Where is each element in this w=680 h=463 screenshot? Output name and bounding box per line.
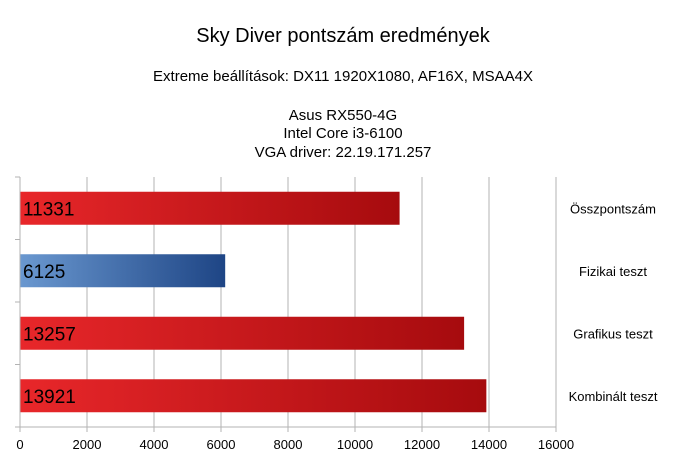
category-label-0: Összpontszám	[570, 201, 656, 216]
x-tick-label-14000: 14000	[471, 437, 507, 452]
bar-1	[20, 254, 226, 288]
x-tick-label-10000: 10000	[337, 437, 373, 452]
labels: 0 2000 4000 6000 8000 10000 12000 14000 16000 113…	[16, 199, 657, 452]
x-tick-label-12000: 12000	[404, 437, 440, 452]
chart-subtitle: Extreme beállítások: DX11 1920X1080, AF1…	[153, 68, 533, 85]
x-tick-label-8000: 8000	[274, 437, 303, 452]
bar-2	[20, 316, 465, 350]
category-label-3: Kombinált teszt	[569, 389, 658, 404]
bar-3	[20, 379, 487, 413]
x-tick-label-0: 0	[16, 437, 23, 452]
category-label-1: Fizikai teszt	[579, 264, 647, 279]
bar-0	[20, 191, 400, 225]
x-tick-label-4000: 4000	[140, 437, 169, 452]
info-line-driver: VGA driver: 22.19.171.257	[255, 144, 432, 161]
value-label-1: 6125	[23, 262, 65, 283]
category-label-2: Grafikus teszt	[573, 326, 653, 341]
info-line-cpu: Intel Core i3-6100	[283, 125, 402, 142]
value-label-2: 13257	[23, 324, 76, 345]
x-tick-label-6000: 6000	[207, 437, 236, 452]
info-line-gpu: Asus RX550-4G	[289, 107, 397, 124]
x-tick-label-2000: 2000	[73, 437, 102, 452]
value-label-0: 11331	[23, 199, 74, 220]
axes	[15, 176, 557, 432]
bars	[20, 191, 487, 413]
x-tick-label-16000: 16000	[538, 437, 574, 452]
value-label-3: 13921	[23, 387, 76, 408]
chart-title: Sky Diver pontszám eredmények	[196, 25, 490, 47]
